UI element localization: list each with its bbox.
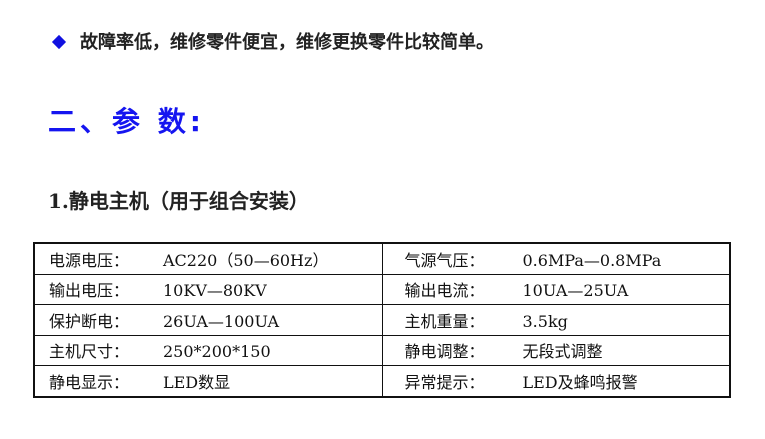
table-row: 主机尺寸： 250*200*150 静电调整： 无段式调整 — [33, 334, 731, 366]
param-value: LED数显 — [163, 372, 231, 392]
param-label: 异常提示： — [404, 372, 485, 392]
diamond-bullet-icon — [51, 34, 67, 50]
param-cell: 气源气压： 0.6MPa—0.8MPa — [381, 242, 731, 275]
param-label: 静电显示： — [49, 372, 130, 392]
table-row: 电源电压： AC220（50—60Hz） 气源气压： 0.6MPa—0.8MPa — [33, 242, 731, 275]
param-value: AC220（50—60Hz） — [163, 250, 329, 270]
param-cell: 输出电流： 10UA—25UA — [381, 273, 731, 305]
param-cell: 异常提示： LED及蜂鸣报警 — [381, 365, 731, 397]
param-value: 26UA—100UA — [163, 311, 279, 331]
param-label: 保护断电： — [49, 311, 130, 331]
param-cell: 保护断电： 26UA—100UA — [33, 304, 383, 336]
sub-heading: 1.静电主机（用于组合安装） — [48, 189, 309, 213]
param-value: 无段式调整 — [522, 342, 603, 362]
param-label: 静电调整： — [404, 342, 485, 362]
table-row: 保护断电： 26UA—100UA 主机重量： 3.5kg — [33, 304, 731, 336]
param-cell: 静电显示： LED数显 — [33, 365, 383, 397]
section-heading: 二、参 数: — [48, 105, 205, 138]
param-value: 10UA—25UA — [522, 281, 629, 301]
param-cell: 输出电压： 10KV—80KV — [33, 273, 383, 305]
param-cell: 主机尺寸： 250*200*150 — [33, 334, 383, 366]
parameters-table: 电源电压： AC220（50—60Hz） 气源气压： 0.6MPa—0.8MPa 输出电… — [33, 242, 731, 398]
param-value: 0.6MPa—0.8MPa — [522, 250, 662, 270]
table-row: 静电显示： LED数显 异常提示： LED及蜂鸣报警 — [33, 365, 731, 397]
param-value: 3.5kg — [522, 311, 568, 331]
param-value: 250*200*150 — [163, 342, 271, 362]
param-label: 气源气压： — [404, 250, 485, 270]
feature-text: 故障率低，维修零件便宜，维修更换零件比较简单。 — [80, 32, 494, 53]
param-label: 输出电流： — [404, 281, 485, 301]
param-label: 主机重量： — [404, 311, 485, 331]
param-label: 主机尺寸： — [49, 342, 130, 362]
param-value: 10KV—80KV — [163, 281, 267, 301]
param-value: LED及蜂鸣报警 — [522, 372, 638, 392]
param-label: 输出电压： — [49, 281, 130, 301]
param-cell: 静电调整： 无段式调整 — [381, 334, 731, 366]
feature-bullet: 故障率低，维修零件便宜，维修更换零件比较简单。 — [50, 28, 494, 54]
param-cell: 主机重量： 3.5kg — [381, 304, 731, 336]
param-cell: 电源电压： AC220（50—60Hz） — [33, 242, 383, 275]
table-row: 输出电压： 10KV—80KV 输出电流： 10UA—25UA — [33, 273, 731, 305]
param-label: 电源电压： — [49, 250, 130, 270]
